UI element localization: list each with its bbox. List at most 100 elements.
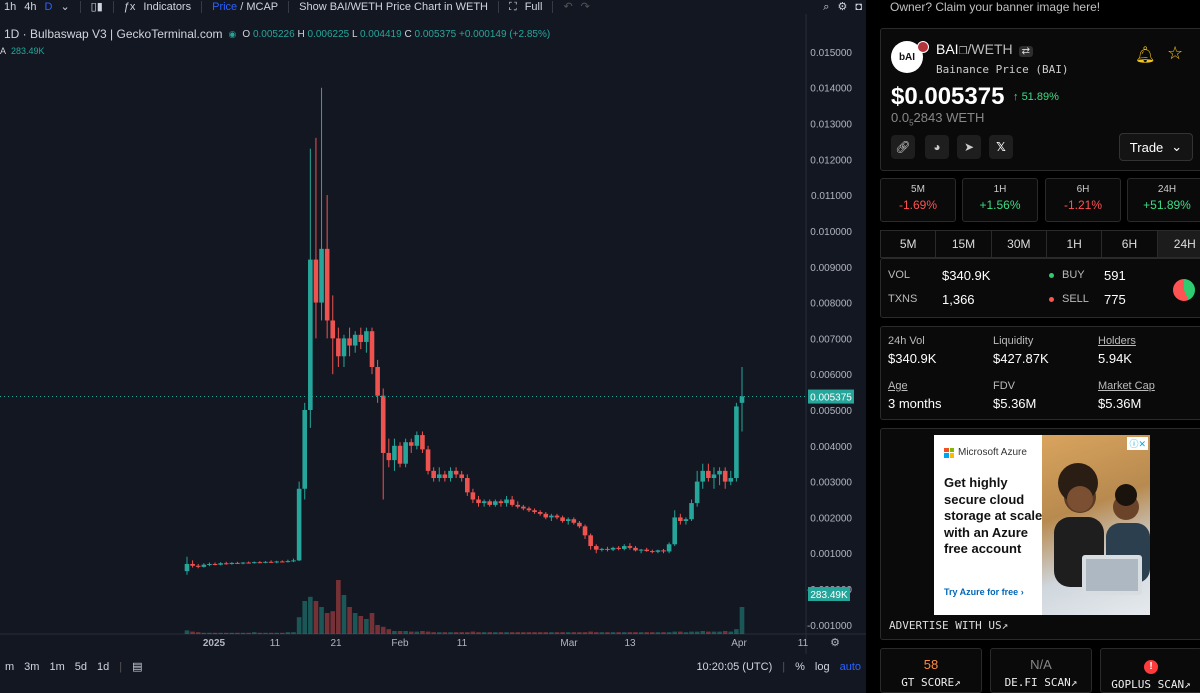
volume-bar bbox=[577, 632, 582, 634]
advertise-link[interactable]: ADVERTISE WITH US↗ bbox=[889, 619, 1009, 632]
candle-body bbox=[229, 562, 235, 564]
volume-bar bbox=[291, 632, 296, 634]
trade-button[interactable]: Trade ⌄ bbox=[1119, 133, 1193, 161]
indicators-icon[interactable]: ƒx bbox=[123, 1, 136, 13]
advertisement[interactable]: Microsoft Azure Get highly secure cloud … bbox=[934, 435, 1150, 615]
timeframe-1h[interactable]: 1h bbox=[4, 1, 17, 13]
percent-toggle[interactable]: % bbox=[795, 660, 805, 673]
date-range-icon[interactable]: ▤ bbox=[132, 661, 143, 673]
chart-legend: 1D · Bulbaswap V3 | GeckoTerminal.com ◉ … bbox=[4, 27, 550, 41]
change-6h[interactable]: 6H -1.21% bbox=[1045, 178, 1121, 222]
tab-24h[interactable]: 24H bbox=[1157, 231, 1200, 257]
tab-6h[interactable]: 6H bbox=[1102, 231, 1158, 257]
volume-bar bbox=[442, 632, 448, 634]
price-option[interactable]: Price bbox=[212, 1, 238, 13]
x-tick-label: 11 bbox=[270, 638, 281, 649]
range-1m[interactable]: 1m bbox=[49, 660, 65, 673]
bottom-right-controls: 10:20:05 (UTC) | % log auto bbox=[691, 661, 866, 673]
volume-bar bbox=[650, 632, 655, 634]
token-name: Bainance Price (BAI) bbox=[936, 63, 1069, 76]
candle-body bbox=[364, 331, 369, 342]
camera-icon[interactable]: ◘ bbox=[855, 1, 862, 13]
price-mcap-toggle[interactable]: Price / MCAP bbox=[208, 0, 282, 14]
change-1h[interactable]: 1H +1.56% bbox=[962, 178, 1038, 222]
redo-icon[interactable]: ↷ bbox=[580, 1, 590, 13]
utc-time[interactable]: 10:20:05 (UTC) bbox=[696, 660, 773, 673]
copy-icon[interactable]: ❐ bbox=[958, 46, 968, 57]
axis-settings-icon[interactable]: ⚙ bbox=[830, 636, 840, 649]
mcap-option[interactable]: / MCAP bbox=[237, 1, 279, 13]
bell-icon[interactable]: 🔔︎ bbox=[1135, 47, 1156, 64]
range-3m[interactable]: 3m bbox=[24, 660, 40, 673]
range-m[interactable]: m bbox=[5, 660, 15, 673]
market-cap-link[interactable]: Market Cap bbox=[1098, 380, 1155, 392]
goplus-scan-card[interactable]: ! GOPLUS SCAN↗ bbox=[1100, 648, 1200, 693]
candle-body bbox=[560, 517, 565, 521]
candle-body bbox=[336, 338, 341, 357]
range-1d[interactable]: 1d bbox=[96, 660, 110, 673]
candle-body bbox=[223, 563, 229, 565]
undo-icon[interactable]: ↶ bbox=[563, 1, 573, 13]
search-icon[interactable]: ⌕ bbox=[823, 1, 830, 13]
token-info: 24h Vol $340.9K Liquidity $427.87K Holde… bbox=[880, 326, 1200, 420]
candle-body bbox=[296, 488, 302, 561]
show-weth-button[interactable]: Show BAI/WETH Price Chart in WETH bbox=[299, 1, 488, 13]
x-icon[interactable]: 𝕏 bbox=[989, 135, 1013, 159]
timeframe-4h[interactable]: 4h bbox=[24, 1, 37, 13]
tab-15m[interactable]: 15M bbox=[936, 231, 992, 257]
log-toggle[interactable]: log bbox=[814, 660, 830, 673]
change-24h[interactable]: 24H +51.89% bbox=[1127, 178, 1200, 222]
volume-bar bbox=[627, 632, 633, 634]
y-tick-label: 0.007000 bbox=[810, 334, 852, 345]
claim-banner-link[interactable]: Owner? Claim your banner image here! bbox=[890, 0, 1101, 14]
defi-scan-card[interactable]: N/A DE.FI SCAN↗ bbox=[990, 648, 1092, 693]
candle-body bbox=[571, 519, 577, 523]
link-icon[interactable]: 🔗︎ bbox=[891, 135, 915, 159]
candle-body bbox=[414, 435, 420, 446]
change-5m[interactable]: 5M -1.69% bbox=[880, 178, 956, 222]
age-link[interactable]: Age bbox=[888, 380, 908, 392]
candle-body bbox=[280, 561, 285, 563]
toolbar-divider bbox=[79, 1, 81, 13]
candle-body bbox=[521, 506, 526, 509]
discord-icon[interactable]: ◕ bbox=[925, 135, 949, 159]
candle-body bbox=[498, 501, 504, 504]
timeframe-dropdown-icon[interactable]: ⌄ bbox=[60, 1, 70, 13]
indicators-button[interactable]: Indicators bbox=[143, 1, 192, 13]
y-tick-label: 0.012000 bbox=[810, 155, 852, 166]
telegram-icon[interactable]: ➤ bbox=[957, 135, 981, 159]
timeframe-d[interactable]: D bbox=[44, 1, 53, 13]
swap-icon[interactable]: ⇄ bbox=[1018, 46, 1034, 57]
volume-bar bbox=[274, 632, 279, 634]
fullscreen-icon[interactable]: ⛶ bbox=[509, 1, 517, 13]
volume-bar bbox=[403, 631, 408, 634]
y-tick-label: 0.006000 bbox=[810, 370, 852, 381]
tab-30m[interactable]: 30M bbox=[992, 231, 1047, 257]
gt-score-card[interactable]: 58 GT SCORE↗ bbox=[880, 648, 982, 693]
trade-stats: VOL $340.9K TXNS 1,366 BUY 591 SELL 775 bbox=[880, 258, 1200, 318]
last-price-tag bbox=[808, 389, 854, 404]
holders-link[interactable]: Holders bbox=[1098, 335, 1136, 347]
tab-5m[interactable]: 5M bbox=[881, 231, 937, 257]
candle-body bbox=[369, 331, 375, 368]
star-icon[interactable]: ☆ bbox=[1167, 43, 1184, 63]
range-5d[interactable]: 5d bbox=[74, 660, 87, 673]
candle-body bbox=[694, 481, 700, 504]
candle-body bbox=[487, 501, 493, 505]
toolbar-divider bbox=[288, 1, 290, 13]
ad-close-icon[interactable]: ⓘ✕ bbox=[1127, 437, 1148, 450]
candle-body bbox=[358, 334, 364, 342]
candlestick-chart[interactable]: 0.015000 0.014000 0.013000 0.012000 0.011000… bbox=[0, 14, 866, 654]
tab-1h[interactable]: 1H bbox=[1047, 231, 1103, 257]
volume-bar bbox=[588, 631, 593, 634]
x-tick-label: 13 bbox=[624, 638, 636, 649]
ad-cta-link[interactable]: Try Azure for free › bbox=[944, 587, 1024, 597]
volume-bar bbox=[184, 630, 190, 634]
volume-bar bbox=[341, 595, 347, 634]
gear-icon[interactable]: ⚙ bbox=[837, 1, 848, 13]
x-tick-label: 2025 bbox=[203, 638, 226, 649]
fullscreen-button[interactable]: Full bbox=[524, 1, 543, 13]
candle-type-icon[interactable]: ▯▮ bbox=[90, 1, 103, 13]
auto-toggle[interactable]: auto bbox=[839, 660, 861, 673]
y-tick-label: 0.014000 bbox=[810, 84, 852, 95]
